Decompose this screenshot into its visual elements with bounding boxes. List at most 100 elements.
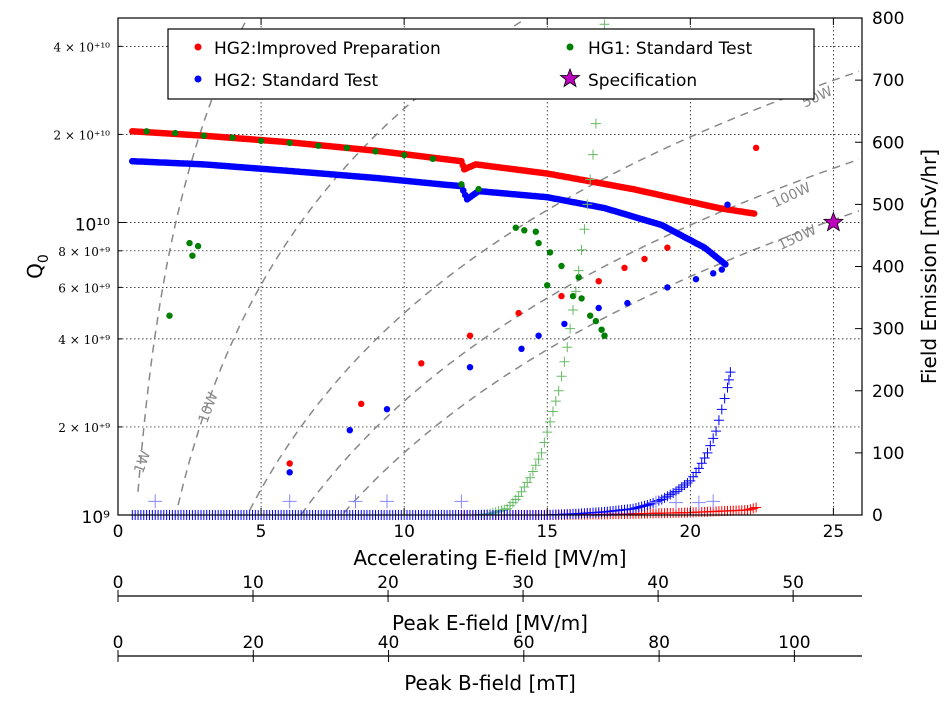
contour-50w	[248, 70, 860, 511]
fe-marker	[533, 454, 544, 465]
secondary-axis-tick-label: 20	[242, 633, 264, 653]
q0-curve-point	[722, 261, 729, 268]
legend-marker-hg2-standard	[194, 75, 202, 83]
fe-marker	[565, 323, 576, 334]
fe-marker	[751, 502, 762, 513]
fe-marker	[570, 286, 581, 297]
y-tick-label: 4 × 10⁺¹⁰	[53, 40, 110, 54]
q0-point	[598, 326, 605, 333]
q0-point	[595, 278, 602, 285]
q0-point	[718, 266, 725, 273]
y2-tick-label: 800	[872, 9, 904, 29]
y-tick-label: 10⁹	[82, 508, 111, 528]
fe-marker	[556, 371, 567, 382]
x-tick-label: 10	[393, 522, 415, 542]
fe-scatter-marker	[454, 494, 469, 509]
y-tick-label: 6 × 10⁺⁹	[58, 281, 110, 295]
q0-point	[200, 132, 207, 139]
secondary-axis-tick-label: 0	[113, 633, 124, 653]
fe-scatter-marker	[669, 495, 683, 510]
fe-marker	[550, 396, 561, 407]
y-tick-label: 2 × 10⁺¹⁰	[53, 128, 110, 142]
x-tick-label: 25	[823, 522, 845, 542]
q0-point	[512, 224, 519, 231]
q0-curve-point	[750, 210, 758, 217]
fe-scatter-marker	[691, 495, 706, 510]
q0-point	[194, 242, 202, 250]
fe-marker	[702, 447, 713, 458]
fe-marker	[725, 367, 736, 378]
secondary-axis-title: Peak E-field [MV/m]	[392, 611, 588, 635]
y-tick-label: 8 × 10⁺⁹	[58, 245, 110, 259]
y2-axis-title: Field Emission [mSv/hr]	[917, 149, 941, 384]
q0-point	[578, 295, 585, 302]
q0-point	[286, 139, 293, 147]
data-series	[127, 19, 844, 520]
q0-point	[595, 304, 602, 312]
q0-point	[166, 312, 173, 319]
fe-scatter-marker	[706, 494, 721, 509]
y-axis-title-subscript: 0	[36, 254, 52, 263]
fe-marker	[588, 149, 599, 160]
q0-point	[710, 270, 717, 277]
y-axis-title: Q0	[23, 254, 52, 279]
fe-marker	[713, 415, 724, 426]
fe-marker	[536, 447, 547, 458]
fe-scatter-marker	[348, 494, 363, 509]
legend-label-specification: Specification	[588, 71, 697, 91]
contour-150w	[343, 210, 860, 514]
y2-tick-label: 0	[872, 506, 883, 526]
legend-label-hg2-improved: HG2:Improved Preparation	[214, 39, 441, 59]
fe-marker	[545, 416, 556, 427]
q0-point	[343, 144, 351, 151]
secondary-axis-tick-label: 60	[513, 633, 535, 653]
fe-marker	[699, 453, 710, 464]
y2-tick-label: 600	[872, 133, 904, 153]
q0-point	[535, 239, 542, 247]
fe-marker	[693, 463, 704, 474]
secondary-axis-tick-label: 10	[242, 573, 264, 593]
legend-label-hg1-standard: HG1: Standard Test	[588, 39, 752, 59]
secondary-axis-tick-label: 50	[782, 573, 804, 593]
q0-point	[558, 292, 565, 300]
q0-point	[592, 317, 600, 325]
q0-point	[521, 227, 528, 234]
fe-marker	[539, 437, 550, 448]
x-tick-label: 20	[679, 522, 701, 542]
q0-point	[515, 309, 522, 317]
q0-point	[692, 276, 700, 283]
y2-tick-label: 500	[872, 195, 904, 215]
fe-marker	[708, 433, 719, 444]
q0-point	[401, 151, 408, 159]
q0-point	[186, 239, 193, 247]
fe-marker	[719, 393, 730, 404]
q0-point	[372, 148, 379, 155]
q0-point	[544, 282, 551, 289]
q0-point	[752, 144, 760, 151]
q0-point	[624, 299, 631, 307]
y2-tick-label: 300	[872, 320, 904, 340]
q0-point	[532, 228, 539, 235]
fe-marker	[562, 342, 573, 353]
secondary-axis-tick-label: 100	[778, 633, 810, 653]
specification-star	[822, 211, 844, 232]
secondary-axis-title: Peak B-field [mT]	[404, 671, 576, 695]
q0-point	[724, 201, 731, 208]
q0-point	[383, 406, 391, 413]
contour-1w	[137, 18, 248, 492]
legend-marker-hg1-standard	[566, 43, 574, 51]
contour-label: 1W	[131, 449, 154, 476]
y2-tick-label: 100	[872, 444, 904, 464]
fe-marker	[723, 374, 734, 385]
q0-point	[229, 134, 236, 141]
q0-point	[641, 255, 648, 263]
fe-marker	[553, 385, 564, 396]
fe-marker	[576, 244, 587, 255]
q0-point	[518, 345, 525, 352]
x-tick-label: 5	[256, 522, 267, 542]
q0-point	[315, 142, 322, 149]
fe-marker	[599, 19, 610, 30]
q0-point	[561, 320, 568, 328]
y2-tick-label: 400	[872, 258, 904, 278]
